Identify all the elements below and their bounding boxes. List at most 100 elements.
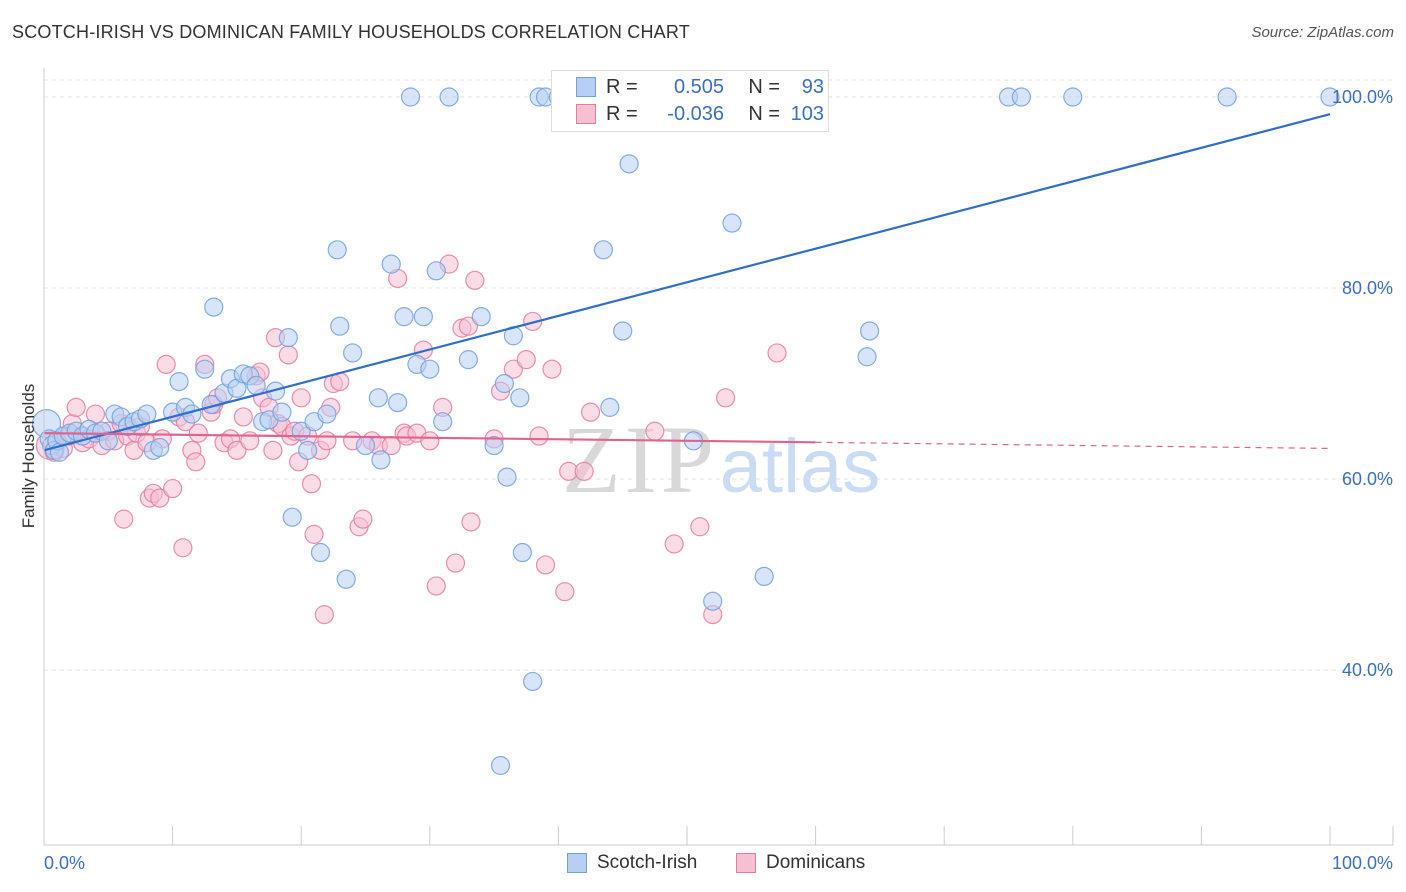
chart-title: SCOTCH-IRISH VS DOMINICAN FAMILY HOUSEHO… [12, 22, 690, 42]
r-label: R = [606, 75, 638, 98]
scotch-irish-point [426, 261, 446, 281]
dominicans-point [66, 397, 86, 417]
n-label: N = [748, 102, 780, 125]
scotch-irish-swatch [576, 77, 596, 97]
r-label: R = [606, 102, 638, 125]
scotch-irish-point [722, 213, 742, 233]
scotch-irish-point [512, 542, 532, 563]
scotch-irish-point [298, 440, 318, 460]
scotch-irish-point [1063, 87, 1083, 107]
scotch-irish-point [433, 412, 453, 432]
dominicans-point [114, 509, 134, 529]
scotch-irish-point [1217, 87, 1237, 107]
scotch-irish-point [368, 388, 388, 408]
scotch-irish-point [355, 435, 376, 456]
scotch-irish-point [137, 404, 157, 424]
dominicans-point [301, 474, 322, 494]
scotch-irish-trend-line [43, 113, 1331, 452]
scotch-irish-point [484, 435, 504, 456]
legend-label-dominicans: Dominicans [766, 852, 866, 873]
dominicans-point [690, 517, 710, 537]
dominicans-point [715, 388, 736, 408]
legend-item-dominicans[interactable]: Dominicans [736, 852, 865, 874]
dominicans-swatch [576, 104, 596, 124]
scotch-irish-point [394, 307, 414, 327]
scotch-irish-point [330, 316, 350, 336]
dominicans-point [291, 388, 311, 408]
legend-row-dominicans: R = -0.036 N = 103 [576, 102, 824, 126]
dominicans-point [186, 452, 206, 472]
dominicans-point [426, 576, 446, 596]
scotch-irish-point [1011, 87, 1031, 107]
dominicans-point [353, 509, 373, 529]
dominicans-point [529, 426, 549, 446]
watermark-zip: ZIP [562, 406, 718, 513]
scotch-irish-point [150, 437, 170, 458]
scotch-irish-point [371, 450, 391, 470]
scotch-irish-point [494, 373, 514, 394]
scotch-irish-point [413, 307, 433, 327]
dominicans-point [304, 524, 324, 544]
y-tick-label-40: 40.0% [1342, 660, 1393, 680]
dominicans-point [233, 407, 253, 427]
scotch-irish-point [195, 359, 215, 379]
y-tick-label-80: 80.0% [1342, 278, 1393, 298]
scotch-irish-point [420, 359, 440, 379]
dominicans-point [278, 345, 298, 365]
dominicans-point [314, 605, 334, 625]
scotch-irish-point [317, 404, 337, 424]
scotch-irish-point [282, 507, 302, 527]
legend-item-scotch-irish[interactable]: Scotch-Irish [567, 852, 697, 874]
dominicans-point [461, 512, 481, 532]
n-value-dominicans: 103 [790, 102, 824, 125]
y-tick-label-60: 60.0% [1342, 469, 1393, 489]
scotch-irish-point [613, 321, 633, 341]
dominicans-point [173, 538, 193, 558]
scotch-irish-point [600, 397, 620, 417]
dominicans-point [542, 359, 562, 379]
scotch-irish-point [471, 307, 491, 327]
dominicans-point [535, 555, 556, 575]
scotch-irish-point [381, 254, 401, 274]
scotch-irish-legend-swatch [567, 853, 587, 873]
dominicans-point [503, 359, 523, 379]
scotch-irish-point [458, 350, 478, 370]
r-value-scotch-irish: 0.505 [673, 75, 724, 98]
dominicans-point [523, 311, 543, 332]
y-axis-label: Family Households [19, 384, 38, 529]
y-tick-label-100: 100.0% [1332, 87, 1393, 107]
scotch-irish-point [860, 321, 880, 341]
dominicans-point [664, 534, 684, 554]
scotch-irish-point [619, 154, 639, 174]
scotch-irish-point [388, 393, 408, 413]
dominicans-point [465, 270, 485, 290]
scotch-irish-point [327, 240, 347, 260]
scotch-irish-point [98, 431, 118, 451]
scotch-irish-point [278, 328, 298, 348]
n-label: N = [748, 75, 780, 98]
dominicans-point [150, 488, 170, 508]
dominicans-legend-swatch [736, 853, 756, 873]
legend-label-scotch-irish: Scotch-Irish [597, 852, 698, 873]
watermark: ZIP atlas [562, 406, 880, 513]
dominicans-point [516, 350, 536, 370]
r-value-dominicans: -0.036 [667, 102, 724, 125]
x-tick-label-0: 0.0% [44, 853, 85, 873]
dominicans-point [188, 423, 208, 443]
scotch-irish-point [523, 671, 543, 692]
dominicans-point [767, 343, 787, 363]
dominicans-trend-extension [815, 441, 1331, 450]
scotch-irish-point [336, 569, 356, 589]
dominicans-point [317, 431, 337, 451]
dominicans-point [156, 354, 176, 374]
legend-row-scotch-irish: R = 0.505 N = 93 [576, 75, 824, 99]
scotch-irish-point [490, 755, 511, 776]
dominicans-point [645, 421, 665, 441]
scotch-irish-point [310, 542, 331, 563]
scotch-irish-point [400, 87, 421, 107]
dominicans-point [420, 431, 440, 451]
scotch-irish-point [272, 402, 292, 422]
scotch-irish-point [510, 388, 530, 408]
scotch-irish-point [497, 467, 517, 487]
